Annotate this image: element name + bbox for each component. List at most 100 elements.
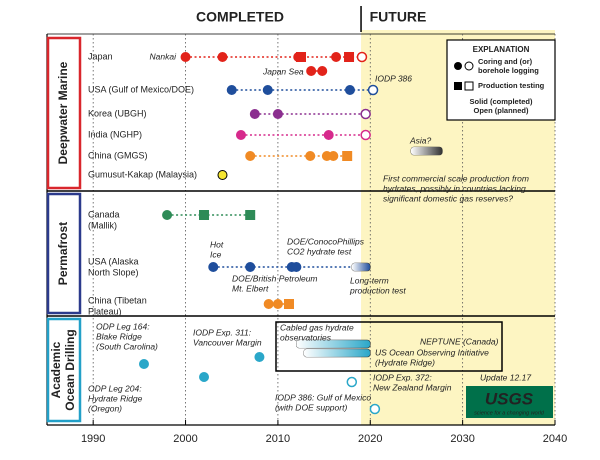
logo-tagline: science for a changing world xyxy=(474,410,545,416)
group-label: Deepwater Marine xyxy=(56,61,70,164)
circle-marker xyxy=(217,52,228,62)
annotation: DOE/ConocoPhillips xyxy=(287,236,365,246)
annotation: Japan Sea xyxy=(262,66,304,76)
circle-marker xyxy=(254,352,265,362)
row-label: Gumusut-Kakap (Malaysia) xyxy=(88,169,197,179)
circle-marker xyxy=(208,262,219,272)
circle-marker xyxy=(262,85,273,95)
annotation: (South Carolina) xyxy=(96,341,158,351)
annotation: ODP Leg 164: xyxy=(96,321,150,331)
observatory-box xyxy=(275,321,503,372)
annotation: NEPTUNE (Canada) xyxy=(420,336,499,346)
circle-marker xyxy=(162,210,173,220)
annotation: DOE/British Petroleum xyxy=(232,273,318,283)
period-label: COMPLETED xyxy=(196,9,284,25)
square-marker xyxy=(342,151,353,161)
x-tick-label: 2040 xyxy=(543,433,567,445)
circle-marker xyxy=(356,51,368,63)
annotation: Update 12.17 xyxy=(480,372,531,382)
legend-marker xyxy=(464,61,474,71)
circle-marker xyxy=(360,108,371,120)
foreground: COMPLETED FUTURE 1990 2000 2010 2020 2030 2040 D… xyxy=(46,9,567,445)
annotation: Cabled gas hydrate xyxy=(280,322,354,332)
annotation: ODP Leg 204: xyxy=(88,383,142,393)
circle-marker xyxy=(138,359,149,369)
circle-marker xyxy=(344,85,355,95)
row-label: Canada xyxy=(88,209,120,219)
legend-label: Coring and (or) xyxy=(478,57,533,66)
annotation: IODP 386 xyxy=(375,73,412,83)
group-label: Academic xyxy=(49,341,63,398)
annotation: production test xyxy=(349,285,406,295)
group-box xyxy=(46,36,82,190)
annotation: New Zealand Margin xyxy=(373,382,452,392)
range-bar-shade xyxy=(303,349,371,357)
legend-marker xyxy=(464,81,474,91)
period-label: FUTURE xyxy=(370,9,427,25)
circle-marker xyxy=(367,84,379,96)
circle-marker xyxy=(272,109,283,119)
annotation: Blake Ridge xyxy=(96,331,142,341)
circle-marker xyxy=(317,66,328,76)
x-tick-label: 2010 xyxy=(266,433,290,445)
circle-marker xyxy=(369,403,381,415)
legend-label: Solid (completed) xyxy=(470,97,533,106)
circle-marker xyxy=(305,151,316,161)
circle-marker xyxy=(217,170,228,180)
circle-marker xyxy=(199,372,210,382)
logo-box xyxy=(466,386,553,418)
annotation: Hydrate Ridge xyxy=(88,393,143,403)
square-marker xyxy=(344,52,355,62)
range-bar-shade xyxy=(296,340,371,348)
row-label: USA (Alaska xyxy=(88,256,139,266)
annotation: Hot xyxy=(210,239,224,249)
circle-marker xyxy=(328,151,339,161)
circle-marker xyxy=(291,262,302,272)
circle-marker xyxy=(331,52,342,62)
row-label: China (Tibetan xyxy=(88,295,147,305)
legend-title: EXPLANATION xyxy=(473,45,530,54)
square-marker xyxy=(283,299,294,309)
annotation: observatories xyxy=(280,332,332,342)
legend-label: Production testing xyxy=(478,81,545,90)
circle-marker xyxy=(245,262,256,272)
legend-label: Open (planned) xyxy=(474,106,530,115)
circle-marker xyxy=(346,376,358,388)
circle-marker xyxy=(360,129,371,141)
x-tick-label: 2020 xyxy=(358,433,382,445)
annotation: CO2 hydrate test xyxy=(287,246,352,256)
annotation: Nankai xyxy=(150,51,178,61)
row-label: (Mallik) xyxy=(88,220,117,230)
group-label: Permafrost xyxy=(56,222,70,285)
x-tick-label: 2000 xyxy=(173,433,197,445)
circle-marker xyxy=(235,130,246,140)
annotation: Ice xyxy=(210,249,222,259)
legend-marker xyxy=(454,82,462,90)
annotation: (Hydrate Ridge) xyxy=(375,357,435,367)
annotation: US Ocean Observing Initiative xyxy=(375,347,489,357)
square-marker xyxy=(296,52,306,62)
annotation: (Oregon) xyxy=(88,403,122,413)
logo-name: USGS xyxy=(485,389,534,408)
annotation: Vancouver Margin xyxy=(193,337,262,347)
annotation: Asia? xyxy=(409,135,432,145)
row-label: Japan xyxy=(88,51,113,61)
row-label: Plateau) xyxy=(88,306,122,316)
row-label: China (GMGS) xyxy=(88,150,148,160)
annotation: First commercial scale production from xyxy=(383,173,529,183)
x-tick-label: 2030 xyxy=(450,433,474,445)
annotation: IODP 386: Gulf of Mexico xyxy=(275,392,371,402)
circle-marker xyxy=(323,130,334,140)
group-label: Ocean Drilling xyxy=(63,329,77,410)
annotation: significant domestic gas reserves? xyxy=(383,193,513,203)
group-box xyxy=(46,317,82,423)
annotation: Mt. Elbert xyxy=(232,283,269,293)
legend-label: borehole logging xyxy=(478,66,539,75)
circle-marker xyxy=(263,299,274,309)
annotation: IODP Exp. 372: xyxy=(373,372,432,382)
legend-marker xyxy=(454,62,462,70)
circle-marker xyxy=(306,66,317,76)
x-tick-label: 1990 xyxy=(81,433,105,445)
annotation: (with DOE support) xyxy=(275,402,347,412)
